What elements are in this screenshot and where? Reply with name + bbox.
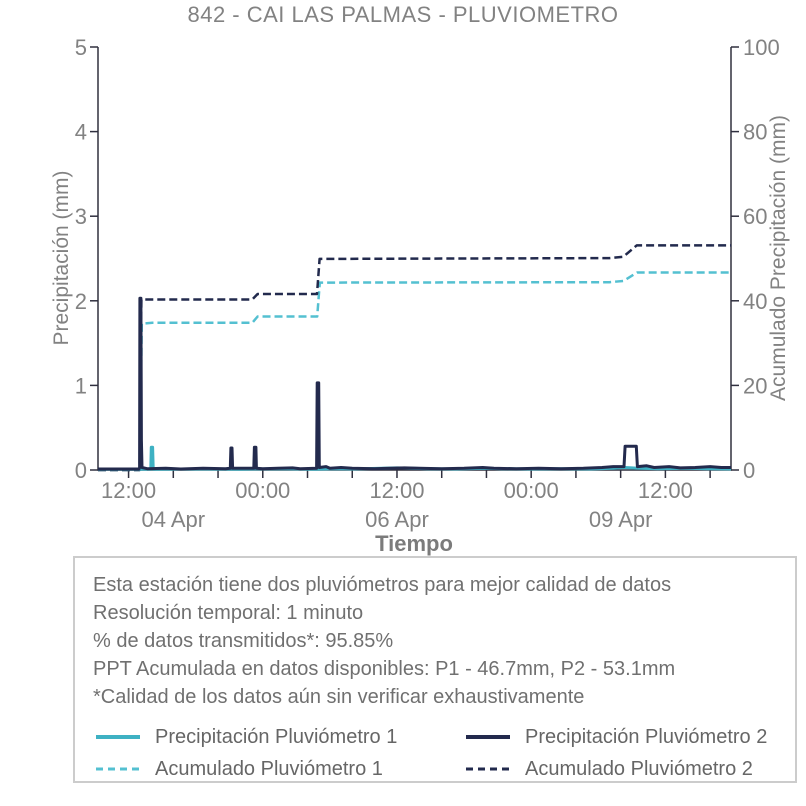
legend-item-precipitacion-p2: Precipitación Pluviómetro 2	[465, 723, 777, 751]
y-right-tick-label: 80	[743, 120, 767, 145]
axis-spines	[97, 47, 732, 471]
chart-legend: Precipitación Pluviómetro 1 Precipitació…	[93, 723, 777, 783]
legend-line-sample-dashed-teal	[96, 767, 140, 771]
x-date-label: 09 Apr	[589, 507, 653, 532]
series-acumulado-pluvi-metro-2	[98, 244, 731, 472]
y-right-tick-label: 100	[743, 35, 780, 60]
y-left-tick-label: 0	[75, 458, 87, 483]
info-line-quality-note: *Calidad de los datos aún sin verificar …	[93, 686, 585, 708]
info-line-transmitted: % de datos transmitidos*: 95.85%	[93, 630, 394, 652]
y-left-tick-label: 3	[75, 204, 87, 229]
chart-plot-area: 12:00 00:00 12:00 00:00 12:00 04 Apr 06 Apr 09 …	[75, 35, 780, 532]
info-line-accumulated: PPT Acumulada en datos disponibles: P1 -…	[93, 658, 676, 680]
legend-label: Precipitación Pluviómetro 2	[525, 725, 768, 748]
y-right-tick-label: 20	[743, 373, 767, 398]
info-line-pluviometers: Esta estación tiene dos pluviómetros par…	[93, 574, 672, 596]
station-info-box: Esta estación tiene dos pluviómetros par…	[73, 556, 797, 783]
x-date-label: 04 Apr	[141, 507, 205, 532]
y-left-tick-label: 4	[75, 120, 87, 145]
y-right-tick-label: 0	[743, 458, 755, 483]
x-date-label: 06 Apr	[365, 507, 429, 532]
legend-item-precipitacion-p1: Precipitación Pluviómetro 1	[95, 723, 465, 751]
y-right-tick-label: 40	[743, 289, 767, 314]
y-left-tick-label: 2	[75, 289, 87, 314]
legend-line-sample-solid-teal	[96, 735, 140, 739]
legend-item-acumulado-p2: Acumulado Pluviómetro 2	[465, 755, 777, 783]
y-left-tick-label: 1	[75, 373, 87, 398]
x-tick-label: 00:00	[504, 478, 559, 503]
legend-label: Acumulado Pluviómetro 2	[525, 757, 753, 780]
x-axis-title: Tiempo	[375, 531, 453, 556]
y-axis-title-right: Acumulado Precipitación (mm)	[767, 115, 790, 401]
x-tick-label: 12:00	[638, 478, 693, 503]
y-right-tick-label: 60	[743, 204, 767, 229]
x-tick-label: 00:00	[235, 478, 290, 503]
legend-line-sample-dashed-navy	[466, 767, 510, 771]
legend-label: Acumulado Pluviómetro 1	[155, 757, 383, 780]
series-acumulado-pluvi-metro-1	[98, 271, 731, 472]
station-info-lines: Esta estación tiene dos pluviómetros par…	[93, 571, 777, 711]
y-axis-title-left: Precipitación (mm)	[50, 170, 73, 346]
legend-label: Precipitación Pluviómetro 1	[155, 725, 398, 748]
info-line-resolution: Resolución temporal: 1 minuto	[93, 602, 364, 624]
legend-line-sample-solid-navy	[466, 735, 510, 739]
chart-title: 842 - CAI LAS PALMAS - PLUVIOMETRO	[187, 2, 619, 27]
y-left-tick-label: 5	[75, 35, 87, 60]
x-tick-label: 12:00	[369, 478, 424, 503]
legend-item-acumulado-p1: Acumulado Pluviómetro 1	[95, 755, 465, 783]
series-precipitaci-n-pluvi-metro-2	[98, 296, 731, 471]
x-tick-label: 12:00	[101, 478, 156, 503]
